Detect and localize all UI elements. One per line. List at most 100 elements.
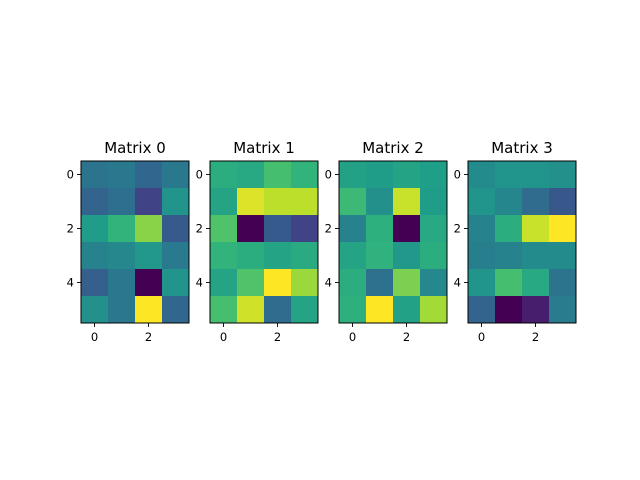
heatmap-cell: [420, 215, 448, 243]
heatmap-cell: [162, 188, 190, 216]
x-tick-label: 2: [274, 330, 281, 344]
heatmap-cell: [291, 161, 319, 189]
heatmap-cell: [264, 215, 292, 243]
axis-frame: [209, 160, 319, 324]
y-tick-label: 4: [454, 276, 461, 290]
heatmap-cell: [237, 296, 265, 324]
heatmap-cell: [237, 188, 265, 216]
heatmap-cell: [393, 188, 421, 216]
heatmap-cell: [549, 242, 577, 270]
heatmap-panel-1: Matrix 1 0 2 0 2 4: [196, 139, 319, 344]
heatmap-cell: [81, 215, 109, 243]
y-tick-label: 0: [325, 168, 332, 182]
heatmap-cell: [393, 215, 421, 243]
heatmap-cell: [339, 188, 367, 216]
heatmap-cell: [135, 296, 163, 324]
heatmap-cell: [420, 269, 448, 297]
x-tick-label: 0: [349, 330, 356, 344]
y-tick-label: 2: [67, 222, 74, 236]
heatmap-cell: [339, 161, 367, 189]
heatmap-cell: [108, 161, 136, 189]
heatmap-cell: [522, 296, 550, 324]
heatmap-cell: [495, 161, 523, 189]
heatmap-cell: [393, 242, 421, 270]
heatmap-cell: [237, 215, 265, 243]
heatmap-cell: [366, 242, 394, 270]
heatmap-cell: [495, 269, 523, 297]
heatmap-cell: [522, 242, 550, 270]
y-tick-label: 2: [196, 222, 203, 236]
heatmap-panel-3: Matrix 3 0 2 0 2 4: [454, 139, 577, 344]
y-tick-label: 4: [325, 276, 332, 290]
panel-title: Matrix 3: [491, 139, 553, 157]
x-tick-label: 0: [478, 330, 485, 344]
heatmap-cell: [108, 215, 136, 243]
heatmap-cell: [522, 161, 550, 189]
heatmap-cell: [81, 296, 109, 324]
heatmap-cell: [81, 242, 109, 270]
heatmap-cell: [237, 242, 265, 270]
heatmap-cell: [108, 269, 136, 297]
heatmap-cell: [393, 269, 421, 297]
heatmap-cell: [291, 296, 319, 324]
heatmap-cell: [549, 215, 577, 243]
heatmap-cell: [237, 269, 265, 297]
heatmap-cell: [162, 215, 190, 243]
heatmap-cell: [162, 296, 190, 324]
y-tick-label: 2: [325, 222, 332, 236]
heatmap-cell: [393, 161, 421, 189]
y-tick-label: 2: [454, 222, 461, 236]
panel-title: Matrix 2: [362, 139, 424, 157]
panel-title: Matrix 0: [104, 139, 166, 157]
heatmap-cell: [135, 188, 163, 216]
heatmap-cell: [366, 215, 394, 243]
y-tick-label: 4: [67, 276, 74, 290]
x-tick-label: 2: [403, 330, 410, 344]
heatmap-cell: [210, 242, 238, 270]
heatmap-cell: [291, 215, 319, 243]
heatmap-cell: [495, 188, 523, 216]
heatmap-panel-0: Matrix 0 0 2 0 2 4: [67, 139, 190, 344]
y-tick-label: 0: [196, 168, 203, 182]
heatmap-cell: [291, 188, 319, 216]
x-tick-label: 2: [532, 330, 539, 344]
axis-frame: [467, 160, 577, 324]
heatmap-cell: [366, 161, 394, 189]
heatmap-cell: [81, 161, 109, 189]
panel-title: Matrix 1: [233, 139, 295, 157]
axis-frame: [80, 160, 190, 324]
heatmap-cell: [135, 242, 163, 270]
heatmap-cell: [339, 215, 367, 243]
heatmap-cell: [162, 161, 190, 189]
heatmap-cell: [210, 269, 238, 297]
heatmap-cell: [420, 161, 448, 189]
heatmap-cell: [108, 188, 136, 216]
x-tick-label: 0: [220, 330, 227, 344]
heatmap-cell: [210, 296, 238, 324]
y-tick-label: 0: [454, 168, 461, 182]
heatmap-cell: [339, 296, 367, 324]
heatmap-cell: [162, 269, 190, 297]
heatmap-cell: [108, 296, 136, 324]
heatmap-cell: [495, 242, 523, 270]
heatmap-cell: [549, 296, 577, 324]
heatmap-cell: [339, 269, 367, 297]
heatmap-cell: [264, 269, 292, 297]
heatmap-cell: [495, 296, 523, 324]
heatmap-cell: [291, 242, 319, 270]
heatmap-cell: [420, 296, 448, 324]
heatmap-cell: [264, 161, 292, 189]
heatmap-cell: [468, 215, 496, 243]
heatmap-cell: [366, 269, 394, 297]
heatmap-cell: [291, 269, 319, 297]
heatmap-cell: [135, 161, 163, 189]
heatmap-cell: [339, 242, 367, 270]
axis-frame: [338, 160, 448, 324]
heatmap-cell: [366, 296, 394, 324]
heatmap-panel-2: Matrix 2 0 2 0 2 4: [325, 139, 448, 344]
heatmap-cell: [468, 242, 496, 270]
heatmap-cell: [549, 161, 577, 189]
heatmap-cell: [264, 242, 292, 270]
heatmap-cell: [264, 296, 292, 324]
